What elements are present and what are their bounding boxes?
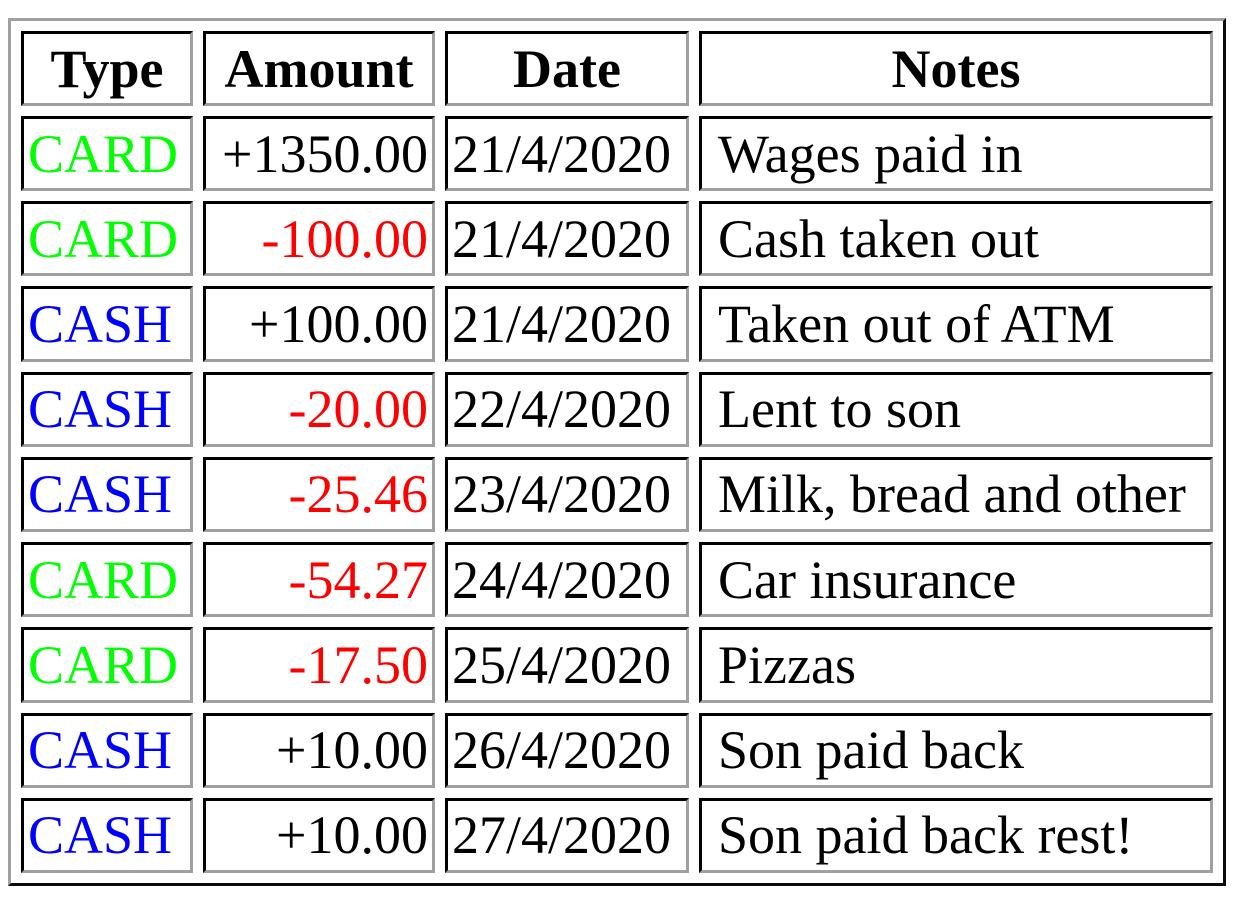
table-row: CASH +10.00 27/4/2020 Son paid back rest! (21, 797, 1213, 873)
date-cell: 21/4/2020 (445, 286, 689, 362)
header-amount: Amount (203, 31, 435, 106)
header-row: Type Amount Date Notes (21, 31, 1213, 106)
date-cell: 23/4/2020 (445, 456, 689, 533)
notes-cell: Milk, bread and other (699, 456, 1213, 533)
notes-cell: Taken out of ATM (699, 286, 1213, 362)
table-row: CARD -100.00 21/4/2020 Cash taken out (21, 201, 1213, 277)
amount-cell: -25.46 (203, 456, 435, 533)
date-cell: 25/4/2020 (445, 627, 689, 703)
table-row: CARD -54.27 24/4/2020 Car insurance (21, 542, 1213, 618)
table-row: CASH -25.46 23/4/2020 Milk, bread and other (21, 456, 1213, 533)
type-cell: CARD (21, 627, 193, 703)
type-cell: CASH (21, 286, 193, 362)
header-notes: Notes (699, 31, 1213, 106)
date-cell: 27/4/2020 (445, 797, 689, 873)
notes-cell: Cash taken out (699, 201, 1213, 277)
amount-cell: -17.50 (203, 627, 435, 703)
header-type: Type (21, 31, 193, 106)
transactions-table: Type Amount Date Notes CARD +1350.00 21/4/… (8, 18, 1226, 886)
amount-cell: +1350.00 (203, 116, 435, 192)
type-cell: CASH (21, 371, 193, 447)
notes-cell: Lent to son (699, 371, 1213, 447)
date-cell: 26/4/2020 (445, 712, 689, 788)
type-cell: CARD (21, 542, 193, 618)
table-row: CASH +10.00 26/4/2020 Son paid back (21, 712, 1213, 788)
date-cell: 21/4/2020 (445, 116, 689, 192)
amount-cell: +100.00 (203, 286, 435, 362)
notes-cell: Son paid back (699, 712, 1213, 788)
date-cell: 24/4/2020 (445, 542, 689, 618)
notes-cell: Son paid back rest! (699, 797, 1213, 873)
notes-cell: Wages paid in (699, 116, 1213, 192)
amount-cell: -54.27 (203, 542, 435, 618)
amount-cell: +10.00 (203, 712, 435, 788)
date-cell: 22/4/2020 (445, 371, 689, 447)
type-cell: CARD (21, 116, 193, 192)
table-row: CASH -20.00 22/4/2020 Lent to son (21, 371, 1213, 447)
table-row: CARD -17.50 25/4/2020 Pizzas (21, 627, 1213, 703)
table-row: CASH +100.00 21/4/2020 Taken out of ATM (21, 286, 1213, 362)
amount-cell: -20.00 (203, 371, 435, 447)
type-cell: CASH (21, 712, 193, 788)
type-cell: CASH (21, 456, 193, 533)
amount-cell: -100.00 (203, 201, 435, 277)
type-cell: CASH (21, 797, 193, 873)
notes-cell: Car insurance (699, 542, 1213, 618)
notes-cell: Pizzas (699, 627, 1213, 703)
table-row: CARD +1350.00 21/4/2020 Wages paid in (21, 116, 1213, 192)
amount-cell: +10.00 (203, 797, 435, 873)
date-cell: 21/4/2020 (445, 201, 689, 277)
header-date: Date (445, 31, 689, 106)
type-cell: CARD (21, 201, 193, 277)
